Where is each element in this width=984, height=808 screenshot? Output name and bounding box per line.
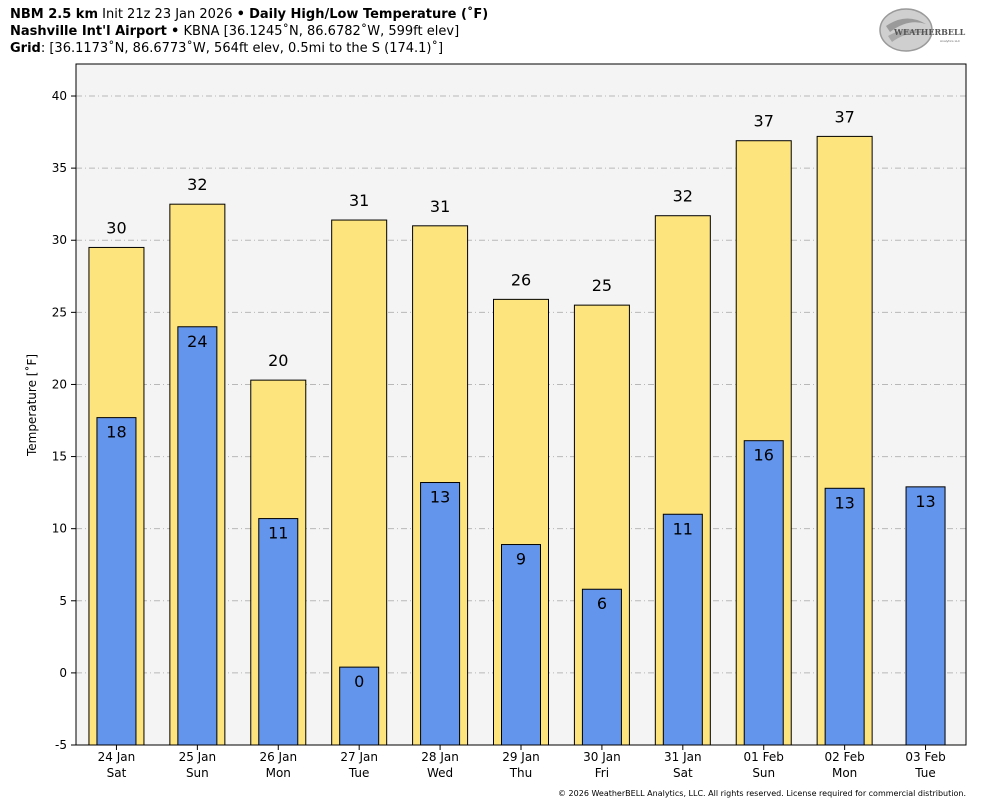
- low-label: 16: [754, 446, 774, 465]
- high-label: 31: [430, 197, 450, 216]
- logo-text: WEATHERBELL: [893, 27, 966, 37]
- high-label: 20: [268, 351, 288, 370]
- x-axis: 24 Jan Sat 25 Jan Sun 26 Jan Mon 27 Jan Tue 28 J…: [98, 745, 946, 780]
- high-label: 30: [106, 218, 126, 237]
- x-tick-label-date: 03 Feb: [905, 750, 945, 764]
- high-label: 26: [511, 270, 531, 289]
- low-bar: [258, 518, 299, 746]
- x-tick-label-day: Mon: [266, 766, 291, 780]
- low-bar: [177, 326, 218, 746]
- y-tick-label: 25: [52, 305, 67, 319]
- x-tick-label-date: 24 Jan: [98, 750, 136, 764]
- x-tick-label-day: Sat: [107, 766, 127, 780]
- x-tick-label-date: 28 Jan: [421, 750, 459, 764]
- low-label: 13: [915, 492, 935, 511]
- low-label: 13: [430, 488, 450, 507]
- low-bar: [824, 487, 865, 746]
- high-label: 31: [349, 191, 369, 210]
- x-tick-label-date: 29 Jan: [502, 750, 540, 764]
- x-tick-label-date: 31 Jan: [664, 750, 702, 764]
- low-label: 0: [354, 672, 364, 691]
- product-title: Daily High/Low Temperature (˚F): [249, 7, 489, 22]
- x-tick-label-day: Tue: [914, 766, 936, 780]
- data-labels: 30 18 32 24 20 11 31 0 31 13 26 9 25 6 32 11 37 16 37 13 13: [106, 107, 935, 691]
- x-tick-label-date: 27 Jan: [340, 750, 378, 764]
- y-axis-label: Temperature [˚F]: [24, 354, 39, 457]
- x-tick-label-day: Sun: [752, 766, 775, 780]
- copyright-notice: © 2026 WeatherBELL Analytics, LLC. All r…: [558, 789, 966, 798]
- y-tick-label: 10: [52, 522, 67, 536]
- init-time: Init 21z 23 Jan 2026: [102, 7, 233, 22]
- low-label: 24: [187, 332, 207, 351]
- high-bar: [331, 219, 388, 746]
- low-bar: [420, 482, 461, 746]
- x-tick-label-date: 02 Feb: [824, 750, 864, 764]
- low-bars: [96, 326, 946, 746]
- grid-info: : [36.1173˚N, 86.6773˚W, 564ft elev, 0.5…: [40, 41, 444, 56]
- model-name: NBM 2.5 km: [10, 7, 98, 22]
- low-bar: [662, 513, 703, 746]
- x-tick-label-day: Mon: [832, 766, 857, 780]
- y-tick-label: 5: [59, 594, 67, 608]
- y-tick-label: 30: [52, 233, 67, 247]
- x-tick-label-day: Tue: [348, 766, 370, 780]
- high-label: 32: [673, 187, 693, 206]
- x-tick-label-date: 30 Jan: [583, 750, 621, 764]
- grid-label: Grid: [10, 41, 41, 56]
- separator: •: [171, 24, 180, 39]
- x-tick-label-day: Sun: [186, 766, 209, 780]
- x-tick-label-day: Wed: [427, 766, 453, 780]
- logo-subtext: Analytics LLC: [940, 39, 960, 43]
- y-tick-label: 35: [52, 161, 67, 175]
- y-tick-label: 0: [59, 666, 67, 680]
- station-name: Nashville Int'l Airport: [10, 24, 167, 39]
- high-label: 25: [592, 276, 612, 295]
- low-bar: [339, 666, 380, 746]
- y-tick-label: 20: [52, 377, 67, 391]
- x-tick-label-date: 26 Jan: [259, 750, 297, 764]
- header-line-2: Nashville Int'l Airport • KBNA [36.1245˚…: [10, 23, 459, 40]
- weatherbell-logo: WEATHERBELL Analytics LLC: [879, 8, 966, 52]
- y-axis: -5 0 5 10 15 20 25 30 35 40: [52, 89, 76, 752]
- low-bar: [96, 417, 137, 746]
- low-label: 11: [673, 519, 693, 538]
- low-bar: [905, 486, 946, 746]
- low-bar: [501, 544, 541, 746]
- low-label: 6: [597, 594, 607, 613]
- header-line-3: Grid: [36.1173˚N, 86.6773˚W, 564ft elev,…: [10, 40, 443, 57]
- x-tick-label-date: 25 Jan: [179, 750, 217, 764]
- x-tick-label-day: Fri: [595, 766, 609, 780]
- low-label: 13: [834, 493, 854, 512]
- x-tick-label-day: Thu: [509, 766, 533, 780]
- y-tick-label: 40: [52, 89, 67, 103]
- header-line-1: NBM 2.5 km Init 21z 23 Jan 2026 • Daily …: [10, 6, 488, 23]
- x-tick-label-day: Sat: [673, 766, 693, 780]
- y-tick-label: 15: [52, 450, 67, 464]
- low-bar: [743, 440, 784, 746]
- station-info: KBNA [36.1245˚N, 86.6782˚W, 599ft elev]: [183, 24, 460, 39]
- low-label: 9: [516, 550, 526, 569]
- high-label: 37: [834, 107, 854, 126]
- y-tick-label: -5: [55, 738, 67, 752]
- high-label: 37: [754, 112, 774, 131]
- low-label: 18: [106, 423, 126, 442]
- low-label: 11: [268, 524, 288, 543]
- separator: •: [236, 7, 245, 22]
- high-label: 32: [187, 175, 207, 194]
- x-tick-label-date: 01 Feb: [744, 750, 784, 764]
